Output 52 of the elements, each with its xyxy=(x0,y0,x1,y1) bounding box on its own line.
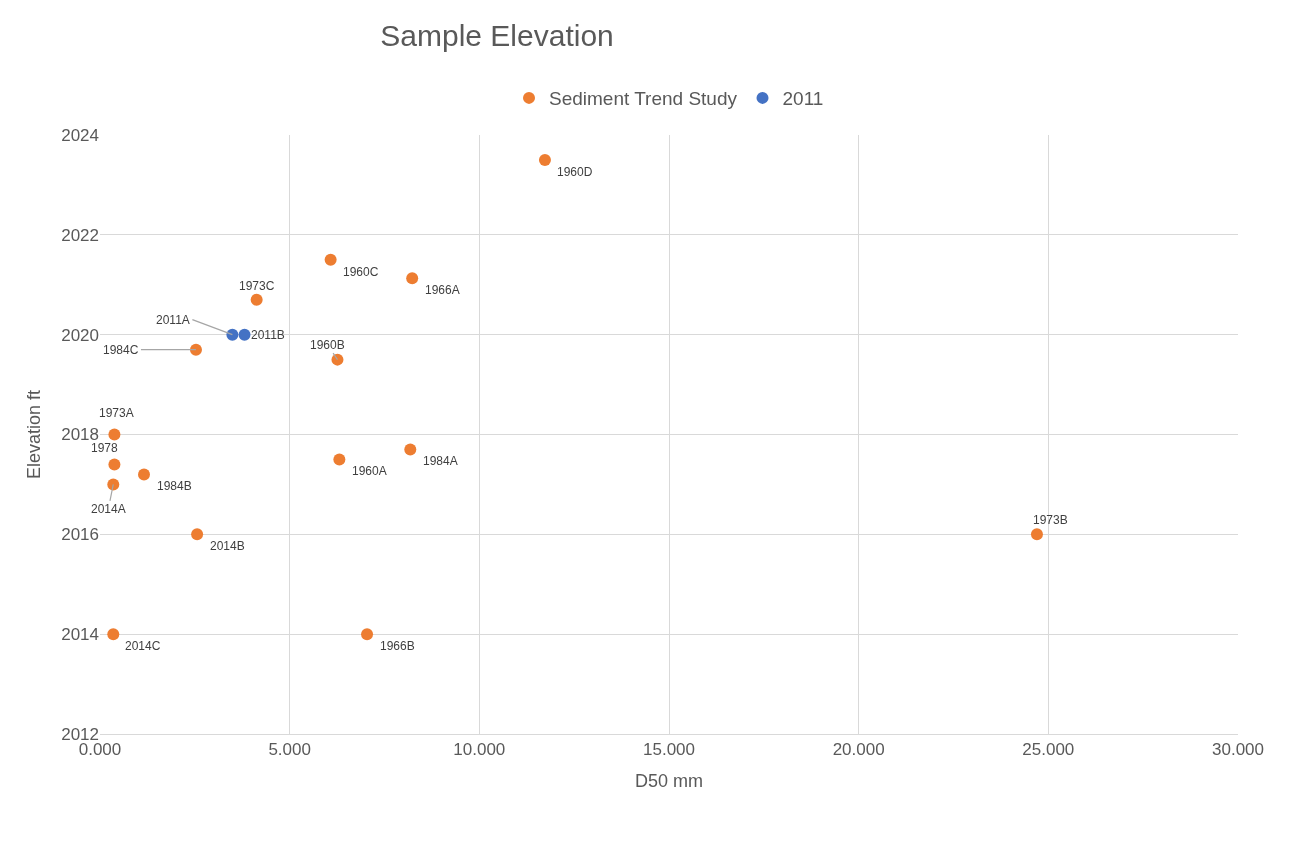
annotation: 1973A xyxy=(99,406,134,420)
annotation: 1984C xyxy=(103,343,139,357)
point xyxy=(107,628,120,641)
x-tick-label: 5.000 xyxy=(268,740,311,760)
point xyxy=(538,153,551,166)
annotation: 1966A xyxy=(425,283,460,297)
annotation: 2011B xyxy=(251,328,285,342)
annotation: 1984A xyxy=(423,454,458,468)
y-tick-label: 2020 xyxy=(61,325,99,345)
legend-label: 2011 xyxy=(782,88,824,110)
x-tick-label: 20.000 xyxy=(832,740,885,760)
legend-label: Sediment Trend Study xyxy=(549,88,738,110)
point xyxy=(250,293,263,306)
point xyxy=(331,353,344,366)
point xyxy=(238,328,251,341)
annotation: 1978 xyxy=(91,441,119,455)
point xyxy=(108,458,121,471)
point xyxy=(107,478,120,491)
annotation: 1960A xyxy=(352,464,387,478)
point xyxy=(191,528,204,541)
point xyxy=(138,468,150,481)
annotation: 1960B xyxy=(310,338,345,352)
annotation: 1960D xyxy=(557,165,593,179)
point xyxy=(226,328,239,341)
annotation: 1960C xyxy=(343,265,379,279)
x-tick-label: 25.000 xyxy=(1022,740,1075,760)
x-tick-label: 10.000 xyxy=(453,740,506,760)
annotation: 2014C xyxy=(125,639,161,653)
y-tick-label: 2024 xyxy=(61,125,99,145)
chart-title: Sample Elevation xyxy=(380,19,614,53)
x-tick-label: 15.000 xyxy=(643,740,695,760)
annotation: 2011A xyxy=(156,313,190,327)
point xyxy=(108,428,121,441)
y-tick-label: 2016 xyxy=(61,525,99,545)
annotation: 2014A xyxy=(91,502,126,516)
point xyxy=(404,443,417,456)
point xyxy=(1030,528,1043,541)
annotation: 2014B xyxy=(210,539,245,553)
point xyxy=(189,343,202,356)
y-tick-label: 2014 xyxy=(61,625,99,645)
y-tick-label: 2022 xyxy=(61,225,99,245)
point xyxy=(406,272,419,285)
point xyxy=(324,253,337,266)
x-tick-label: 30.000 xyxy=(1212,740,1264,760)
annotation: 1984B xyxy=(157,479,192,493)
annotation: 1973C xyxy=(239,279,275,293)
x-axis-title: D50 mm xyxy=(634,770,704,791)
annotation: 1966B xyxy=(380,639,415,653)
point xyxy=(333,453,346,466)
y-axis-title: Elevation ft xyxy=(24,389,45,480)
annotation: 1973B xyxy=(1033,513,1068,527)
point xyxy=(361,628,374,641)
